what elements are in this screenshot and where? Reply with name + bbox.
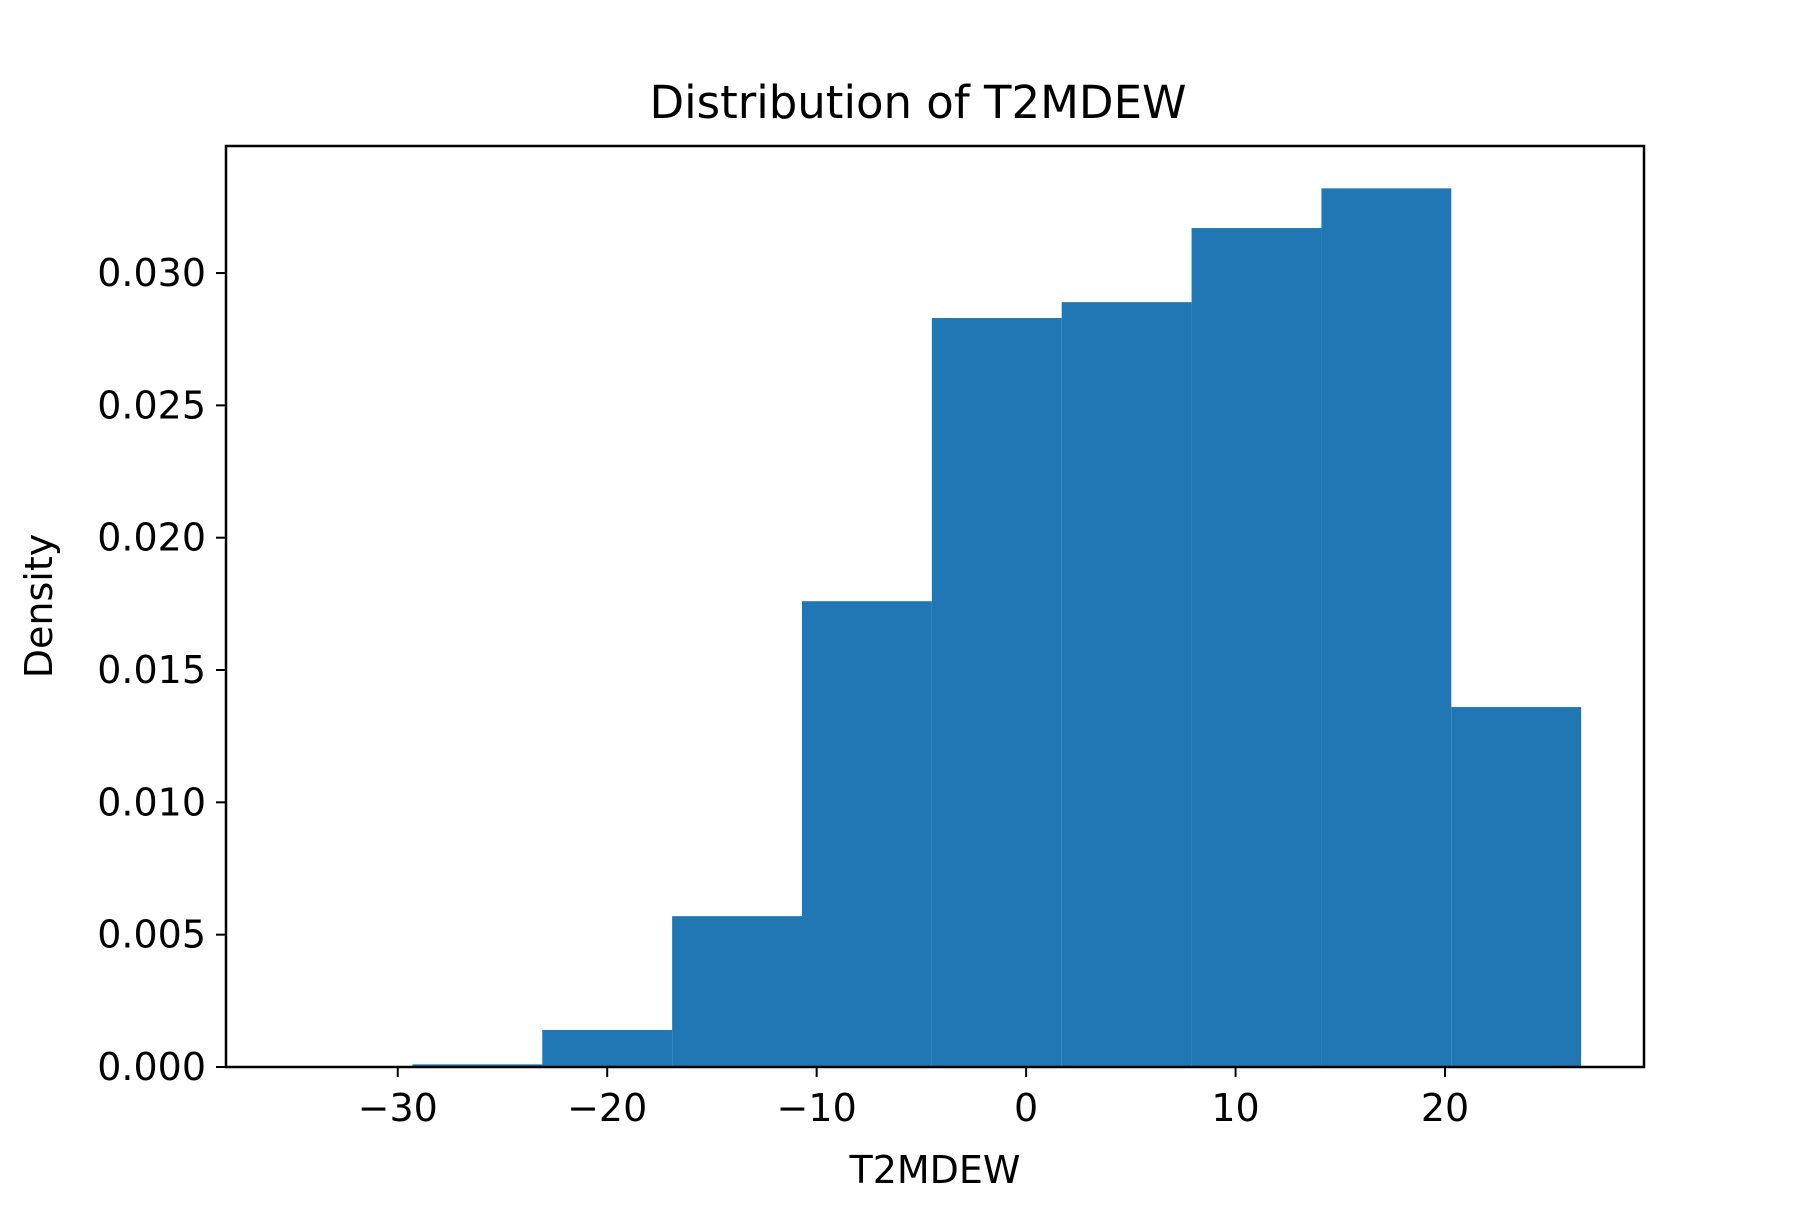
histogram-bar [1321,188,1452,1067]
y-axis-label: Density [17,534,61,678]
histogram-bar [542,1029,673,1067]
histogram-bars [412,188,1582,1068]
histogram-bar [1191,228,1322,1068]
x-tick-label: −10 [777,1086,857,1130]
x-axis-ticks: −30 −20 −10 0 10 20 [358,1067,1469,1130]
histogram-bar [1061,302,1192,1067]
y-tick-label: 0.005 [97,913,206,957]
x-tick-label: −30 [358,1086,438,1130]
x-axis-label: T2MDEW [848,1148,1020,1192]
y-axis-ticks: 0.000 0.005 0.010 0.015 0.020 0.025 0.030 [97,251,226,1089]
x-tick-label: 10 [1211,1086,1259,1130]
histogram-bar [1451,707,1582,1067]
histogram-bar [801,601,932,1067]
histogram-bar [931,318,1062,1067]
histogram-bar [672,916,802,1067]
y-tick-label: 0.010 [97,780,206,824]
x-tick-label: 0 [1014,1086,1038,1130]
y-tick-label: 0.030 [97,251,206,295]
y-tick-label: 0.000 [97,1045,206,1089]
chart-title: Distribution of T2MDEW [649,76,1186,129]
histogram-bar [412,1064,543,1067]
y-tick-label: 0.020 [97,516,206,560]
x-tick-label: 20 [1421,1086,1469,1130]
x-tick-label: −20 [567,1086,647,1130]
y-tick-label: 0.015 [97,648,206,692]
y-tick-label: 0.025 [97,383,206,427]
plot-frame [224,144,1646,1069]
